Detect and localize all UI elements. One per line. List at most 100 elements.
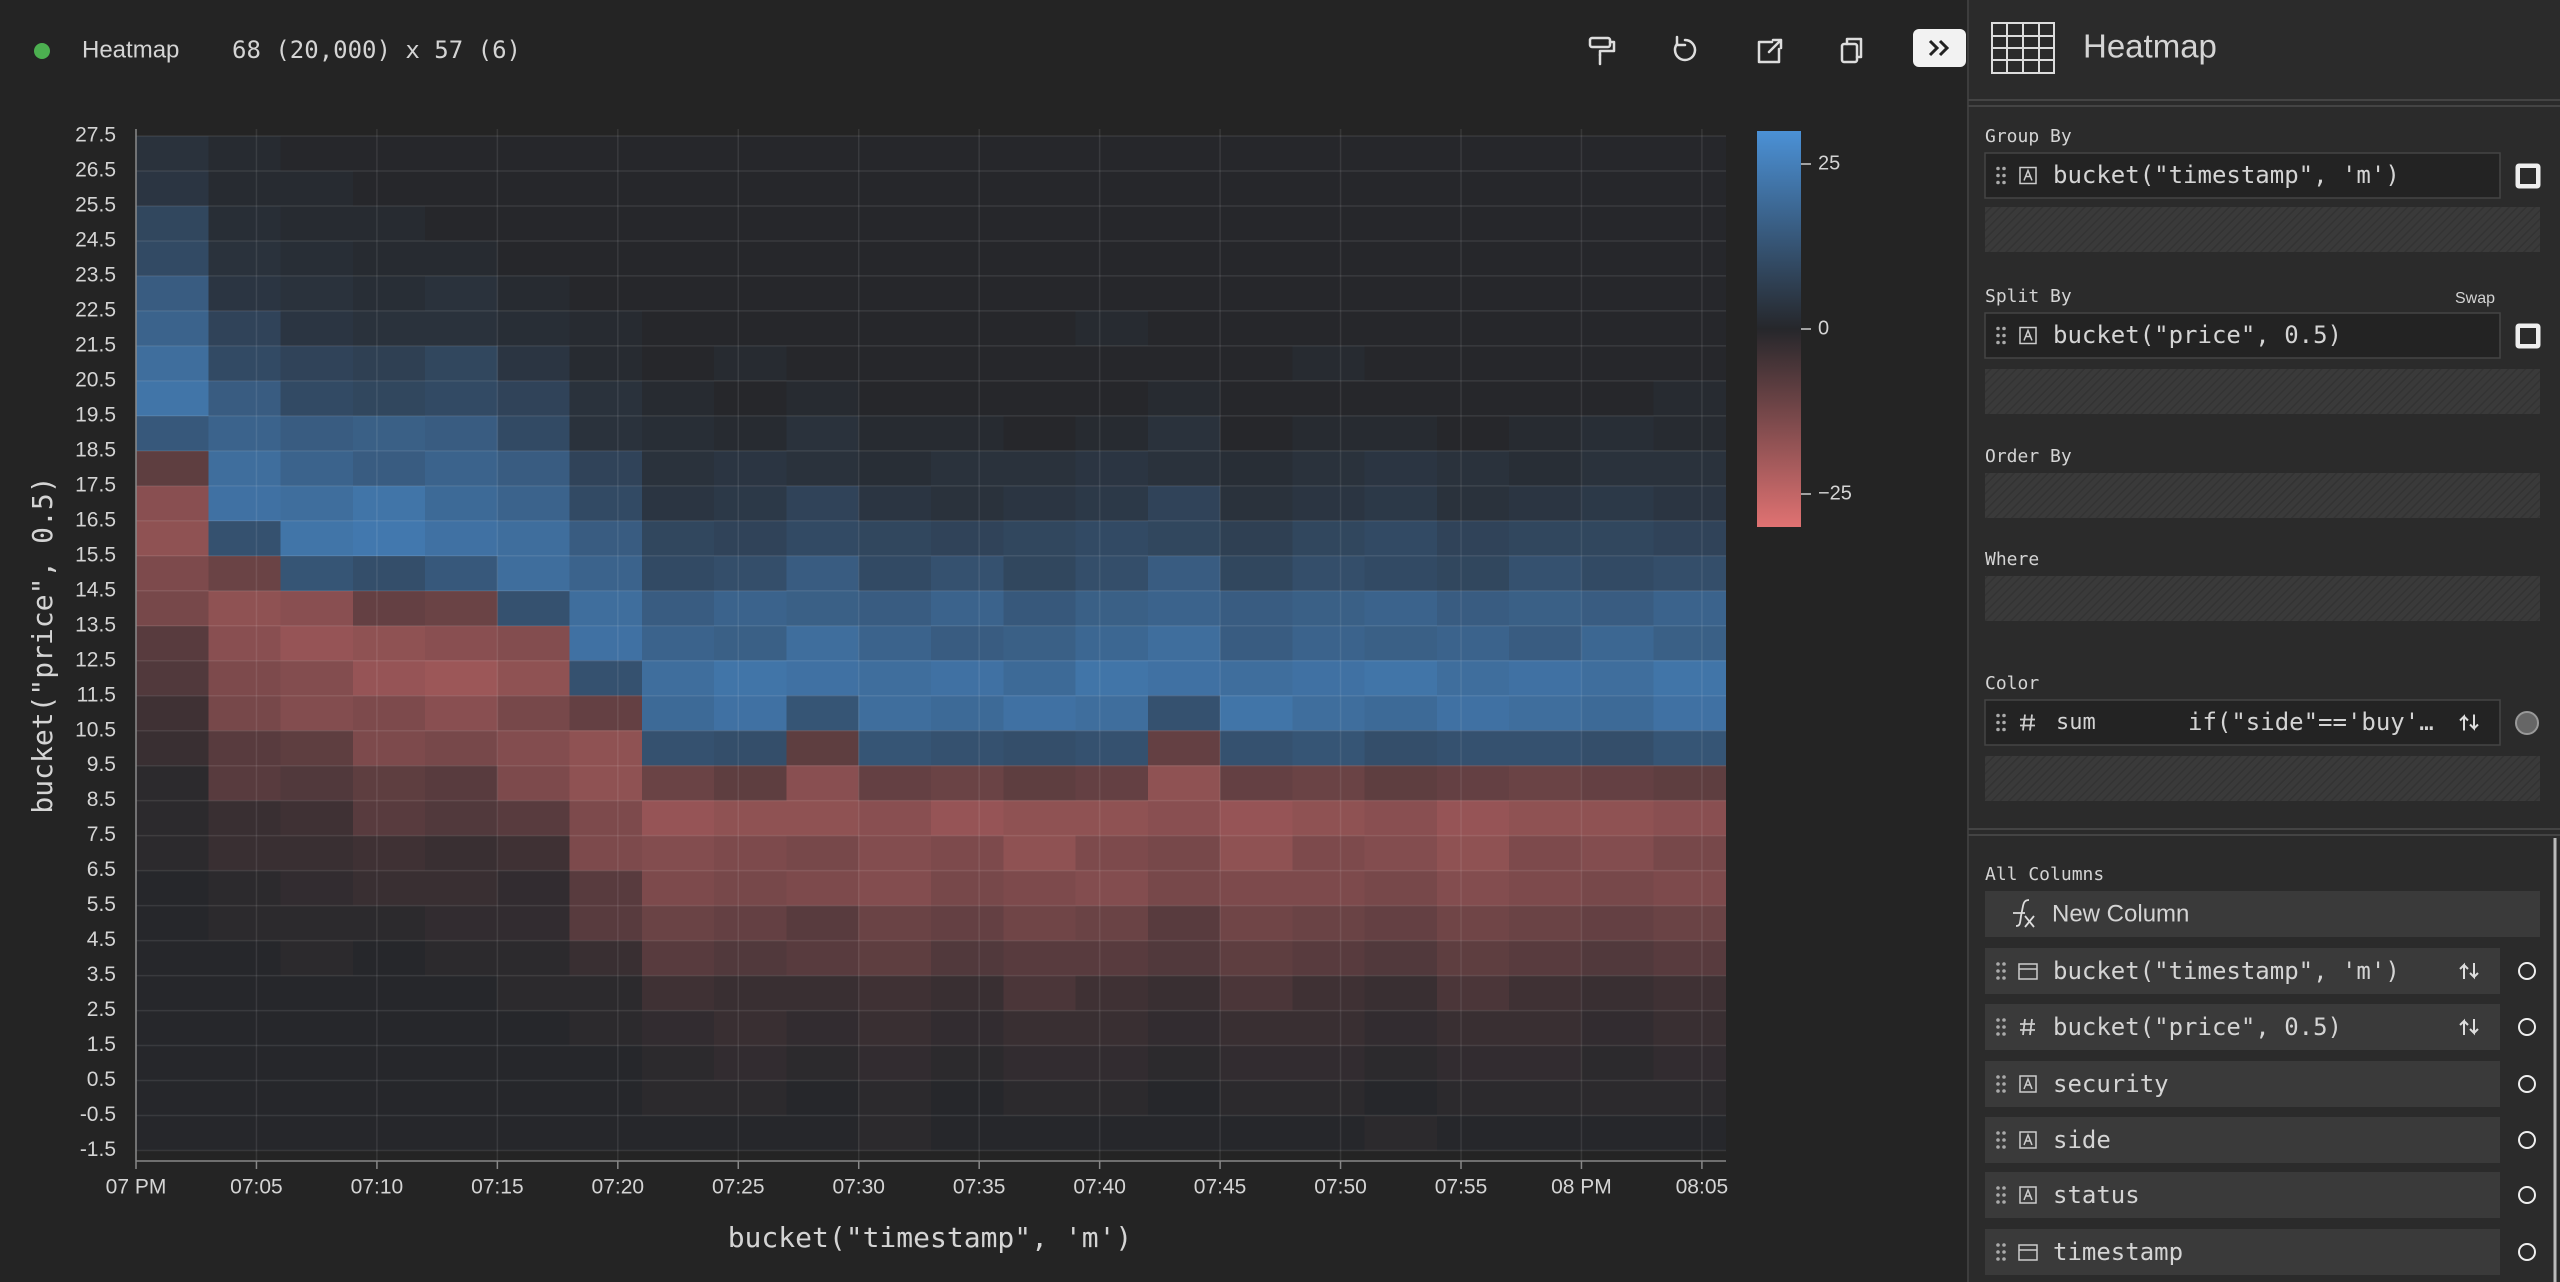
heatmap-cell — [208, 555, 281, 591]
y-tick-label: 23.5 — [75, 263, 116, 286]
aggregate-icon[interactable] — [2459, 962, 2479, 980]
heatmap-cell — [641, 1115, 715, 1151]
heatmap-cell — [1003, 275, 1076, 311]
heatmap-cell — [1653, 170, 1726, 206]
section-label: Split By — [1985, 286, 2072, 307]
heatmap-cell — [858, 345, 931, 381]
heatmap-cell — [1364, 1080, 1437, 1116]
heatmap-cell — [1364, 625, 1437, 661]
heatmap-cell — [1509, 485, 1582, 521]
drag-handle-dot — [2002, 166, 2006, 171]
new-column-button[interactable]: New Column — [1985, 891, 2540, 937]
heatmap-cell — [858, 940, 931, 976]
heatmap-cell — [1653, 1080, 1726, 1116]
column-toggle[interactable] — [2518, 1018, 2536, 1036]
heatmap-cell — [1364, 695, 1437, 731]
heatmap-cell — [1220, 240, 1293, 276]
aggregate[interactable]: sum — [2056, 710, 2096, 735]
drag-handle-dot — [2002, 1257, 2006, 1261]
drop-zone[interactable] — [1985, 576, 2540, 621]
heatmap-cell — [786, 345, 859, 381]
format-button[interactable] — [1588, 36, 1616, 66]
column-row[interactable]: timestamp — [1985, 1229, 2500, 1275]
heatmap-cell — [1653, 730, 1726, 766]
heatmap-cell — [1220, 415, 1293, 451]
type-icon — [2019, 326, 2037, 345]
aggregate-icon[interactable] — [2459, 714, 2479, 731]
heatmap-cell — [352, 1080, 426, 1116]
pivot-column[interactable]: sum if("side"=='buy'… — [1984, 699, 2501, 746]
drag-handle-dot — [1996, 1138, 2000, 1142]
column-toggle[interactable] — [2518, 1186, 2536, 1204]
heatmap-cell — [1003, 170, 1076, 206]
drag-handle-dot — [2002, 969, 2006, 973]
column-row[interactable]: status — [1985, 1172, 2500, 1218]
heatmap-cell — [1581, 800, 1654, 836]
pivot-column[interactable]: bucket("price", 0.5) — [1984, 312, 2501, 359]
heatmap-cell — [280, 625, 353, 661]
heatmap-cell — [569, 660, 642, 696]
drop-zone[interactable] — [1985, 369, 2540, 414]
plugin-icon[interactable] — [1991, 22, 2055, 74]
y-tick-label: 4.5 — [87, 928, 116, 951]
column-toggle[interactable] — [2518, 962, 2536, 980]
reset-button[interactable] — [1673, 35, 1697, 62]
drop-zone[interactable] — [1985, 473, 2540, 518]
column-name: bucket("timestamp", 'm') — [2053, 161, 2400, 189]
color-toggle[interactable] — [2515, 711, 2539, 735]
plugin-name[interactable]: Heatmap — [82, 36, 179, 63]
heatmap-cell — [208, 1045, 281, 1081]
heatmap-cell — [641, 625, 715, 661]
heatmap-cell — [641, 415, 715, 451]
drag-handle-dot — [2002, 713, 2006, 718]
heatmap-cell — [1003, 345, 1076, 381]
heatmap-cell — [786, 310, 859, 346]
copy-button[interactable] — [1840, 37, 1863, 64]
heatmap-cell — [858, 450, 931, 486]
drop-zone[interactable] — [1985, 756, 2540, 801]
drop-zone[interactable] — [1985, 207, 2540, 252]
column-row[interactable]: security — [1985, 1061, 2500, 1107]
heatmap-cell — [425, 275, 498, 311]
heatmap-cell — [1364, 940, 1437, 976]
heatmap-cell — [1653, 205, 1726, 241]
column-row[interactable]: bucket("timestamp", 'm') — [1985, 948, 2500, 994]
heatmap-cell — [1292, 975, 1365, 1011]
heatmap-cell — [569, 170, 642, 206]
column-name: bucket("timestamp", 'm') — [2053, 957, 2400, 985]
heatmap-cell — [1292, 1080, 1365, 1116]
heatmap-cell — [1364, 485, 1437, 521]
heatmap-cell — [136, 765, 209, 801]
heatmap-cell — [136, 905, 209, 941]
aggregate-icon[interactable] — [2459, 1018, 2479, 1036]
heatmap-cell — [1003, 240, 1076, 276]
heatmap-cell — [1581, 170, 1654, 206]
heatmap-cell — [1581, 1080, 1654, 1116]
drag-handle-dot — [1996, 1089, 2000, 1093]
export-button[interactable] — [1757, 38, 1783, 64]
column-toggle[interactable] — [2518, 1243, 2536, 1261]
heatmap-cell — [1436, 380, 1510, 416]
heatmap-cell — [1220, 1080, 1293, 1116]
toggle-settings-button[interactable] — [1913, 29, 1966, 67]
heatmap-cell — [1147, 1010, 1221, 1046]
heatmap-cell — [641, 450, 715, 486]
swap-button[interactable]: Swap — [2455, 290, 2495, 307]
column-row[interactable]: side — [1985, 1117, 2500, 1163]
column-row[interactable]: bucket("price", 0.5) — [1985, 1004, 2500, 1050]
y-tick-label: 17.5 — [75, 473, 116, 496]
heatmap-cell — [1147, 625, 1221, 661]
heatmap-cell — [714, 1045, 787, 1081]
column-toggle[interactable] — [2518, 1131, 2536, 1149]
heatmap-cell — [1581, 1010, 1654, 1046]
plugin-title[interactable]: Heatmap — [2083, 28, 2217, 65]
heatmap-cell — [1220, 765, 1293, 801]
heatmap-cell — [1292, 940, 1365, 976]
x-tick-label: 07:20 — [592, 1176, 645, 1199]
pivot-column[interactable]: bucket("timestamp", 'm') — [1984, 152, 2501, 199]
heatmap-cell — [1003, 590, 1076, 626]
heatmap-cell — [786, 275, 859, 311]
heatmap-cell — [1436, 590, 1510, 626]
column-toggle[interactable] — [2518, 1075, 2536, 1093]
heatmap-cell — [1147, 310, 1221, 346]
